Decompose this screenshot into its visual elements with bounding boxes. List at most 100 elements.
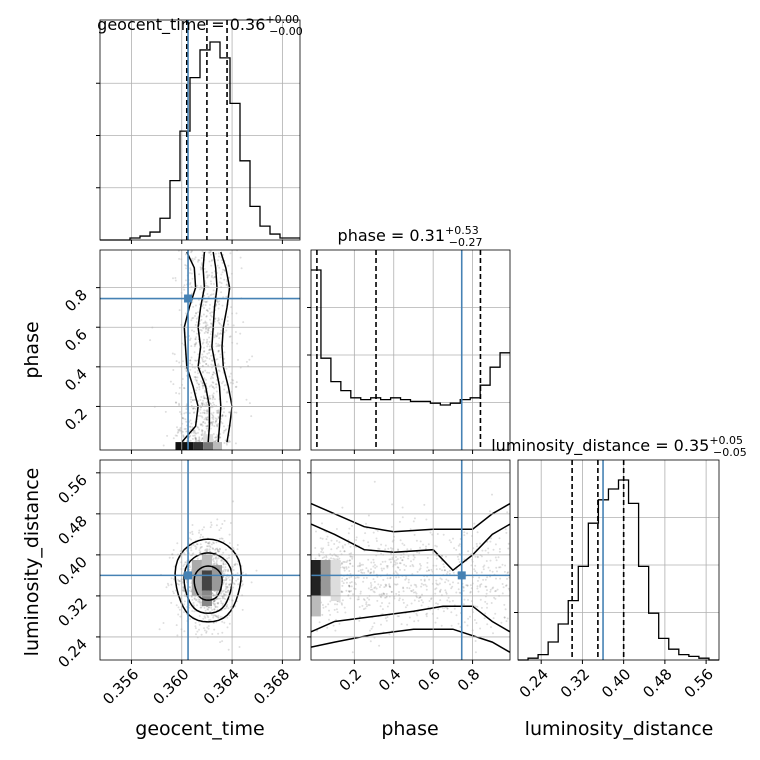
sample-point <box>192 431 195 434</box>
sample-point <box>367 569 370 572</box>
sample-point <box>212 371 215 374</box>
sample-point <box>220 559 223 562</box>
sample-point <box>457 582 460 585</box>
sample-point <box>172 437 175 440</box>
sample-point <box>443 606 446 609</box>
sample-point <box>342 560 345 563</box>
density-phase-luminosity_distance <box>311 502 510 653</box>
sample-point <box>215 591 218 593</box>
sample-point <box>190 396 193 399</box>
sample-point <box>218 333 221 335</box>
sample-point <box>228 411 231 414</box>
sample-point <box>221 414 224 417</box>
sample-point <box>345 561 348 564</box>
sample-point <box>416 570 419 573</box>
sample-point <box>349 581 352 584</box>
sample-point <box>201 357 204 360</box>
sample-point <box>475 622 478 624</box>
sample-point <box>210 293 213 296</box>
x-tick-label: 0.6 <box>414 665 444 695</box>
sample-point <box>207 542 210 545</box>
sample-point <box>200 256 203 259</box>
sample-point <box>193 376 196 378</box>
sample-point <box>179 429 182 432</box>
sample-point <box>425 545 427 548</box>
sample-point <box>189 359 192 362</box>
sample-point <box>212 418 215 421</box>
sample-point <box>476 605 479 608</box>
sample-point <box>166 582 169 585</box>
sample-point <box>437 583 440 586</box>
sample-point <box>402 601 405 604</box>
sample-point <box>498 550 501 553</box>
sample-point <box>348 570 351 572</box>
sample-point <box>335 608 338 611</box>
sample-point <box>462 603 465 606</box>
sample-point <box>326 626 329 629</box>
sample-point <box>450 587 453 590</box>
sample-point <box>207 329 210 331</box>
sample-point <box>474 605 477 608</box>
sample-point <box>411 590 413 593</box>
sample-point <box>376 529 379 532</box>
sample-point <box>223 593 226 596</box>
sample-point <box>330 557 332 560</box>
sample-point <box>364 607 367 610</box>
y-tick-label: 0.24 <box>54 635 90 671</box>
sample-point <box>194 621 197 624</box>
sample-point <box>195 312 197 314</box>
sample-point <box>227 568 230 571</box>
sample-point <box>199 285 202 288</box>
sample-point <box>407 557 410 560</box>
sample-point <box>378 593 381 596</box>
sample-point <box>197 431 199 434</box>
sample-point <box>209 618 212 621</box>
sample-point <box>372 570 375 573</box>
sample-point <box>217 409 220 412</box>
x-tick-label: 0.32 <box>557 665 593 701</box>
sample-point <box>415 612 418 615</box>
sample-point <box>412 558 415 561</box>
sample-point <box>193 343 196 346</box>
sample-point <box>201 434 203 437</box>
sample-point <box>202 370 204 373</box>
panel-frame <box>99 459 301 661</box>
sample-point <box>401 506 404 509</box>
sample-point <box>435 545 438 548</box>
sample-point <box>386 566 389 569</box>
sample-point <box>442 610 445 613</box>
sample-point <box>176 542 179 545</box>
sample-point <box>191 257 194 260</box>
sample-point <box>196 382 199 384</box>
sample-point <box>217 317 220 320</box>
sample-point <box>467 550 470 553</box>
sample-point <box>212 381 215 384</box>
sample-point <box>193 411 196 414</box>
sample-point <box>223 407 226 410</box>
sample-point <box>493 596 496 599</box>
sample-point <box>212 433 215 435</box>
sample-point <box>213 628 216 631</box>
sample-point <box>201 305 204 308</box>
sample-point <box>194 436 197 439</box>
sample-point <box>168 556 171 559</box>
sample-point <box>375 587 378 590</box>
sample-point <box>193 598 196 600</box>
sample-point <box>427 569 430 572</box>
sample-point <box>220 559 223 562</box>
sample-point <box>208 394 211 397</box>
sample-point <box>345 566 348 569</box>
sample-point <box>344 611 347 614</box>
sample-point <box>204 330 207 333</box>
sample-point <box>448 539 451 542</box>
sample-point <box>213 562 216 565</box>
contour-line <box>211 251 222 443</box>
sample-point <box>436 583 439 586</box>
sample-point <box>439 591 442 593</box>
y-axis-label-luminosity_distance: luminosity_distance <box>21 468 43 657</box>
sample-point <box>211 413 214 416</box>
sample-point <box>202 396 205 399</box>
sample-point <box>220 527 222 530</box>
sample-point <box>183 284 186 287</box>
sample-point <box>208 351 211 354</box>
